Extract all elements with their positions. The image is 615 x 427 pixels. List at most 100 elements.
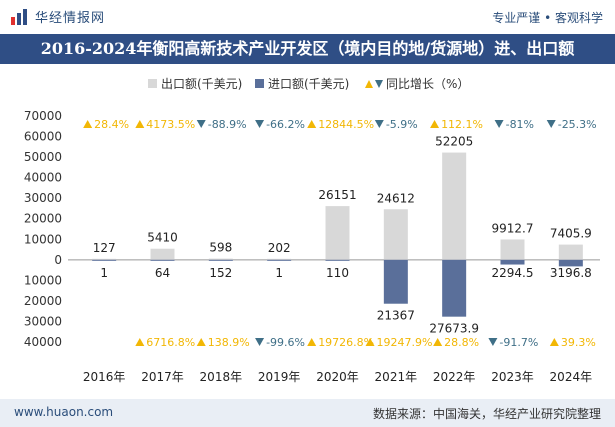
growth-value: -99.6% bbox=[266, 336, 305, 349]
growth-value: 138.9% bbox=[208, 336, 250, 349]
growth-up-icon bbox=[307, 120, 317, 128]
growth-up-icon bbox=[135, 338, 145, 346]
import-bar bbox=[208, 259, 233, 261]
import-bar bbox=[325, 259, 350, 261]
export-value-label: 598 bbox=[209, 241, 232, 255]
legend-export-label: 出口额(千美元) bbox=[161, 77, 242, 91]
import-bar bbox=[442, 259, 467, 317]
x-tick-label: 2021年 bbox=[375, 370, 418, 384]
x-tick-label: 2022年 bbox=[433, 370, 476, 384]
import-growth-label: 19247.9% bbox=[365, 336, 432, 349]
top-bar: 华经情报网 专业严谨 • 客观科学 bbox=[0, 0, 615, 35]
y-tick-label: 20000 bbox=[24, 294, 62, 308]
chart-title: 2016-2024年衡阳高新技术产业开发区（境内目的地/货源地）进、出口额 bbox=[40, 39, 575, 58]
export-bar bbox=[558, 244, 583, 260]
export-bar bbox=[267, 258, 292, 260]
growth-up-icon bbox=[430, 120, 440, 128]
export-growth-label: 28.4% bbox=[83, 118, 129, 131]
growth-value: -25.3% bbox=[558, 118, 597, 131]
legend-growth-label: 同比增长（%） bbox=[386, 77, 469, 91]
growth-value: 28.4% bbox=[94, 118, 129, 131]
growth-up-icon bbox=[307, 338, 317, 346]
export-value-label: 52205 bbox=[435, 135, 473, 149]
export-bar bbox=[92, 258, 117, 260]
export-bar bbox=[150, 248, 175, 260]
growth-labels: 28.4% 4173.5% 6716.8% -88.9% 138.9% -66.2% -99… bbox=[83, 118, 597, 349]
import-bar bbox=[267, 259, 292, 261]
export-growth-label: -66.2% bbox=[255, 118, 305, 131]
y-tick-label: 10000 bbox=[24, 232, 62, 246]
import-growth-label: 6716.8% bbox=[135, 336, 195, 349]
growth-value: -91.7% bbox=[499, 336, 538, 349]
import-value-label: 1 bbox=[100, 266, 108, 280]
growth-value: -5.9% bbox=[386, 118, 418, 131]
import-value-label: 27673.9 bbox=[429, 322, 479, 336]
import-growth-label: 39.3% bbox=[549, 336, 596, 349]
x-tick-label: 2023年 bbox=[491, 370, 534, 384]
y-tick-label: 40000 bbox=[24, 171, 62, 185]
legend: 出口额(千美元) 进口额(千美元) 同比增长（%） bbox=[148, 77, 469, 91]
growth-up-icon bbox=[83, 120, 93, 128]
export-value-label: 127 bbox=[93, 241, 116, 255]
y-tick-label: 50000 bbox=[24, 150, 62, 164]
import-value-label: 1 bbox=[275, 266, 283, 280]
x-axis: 2016年 2017年 2018年 2019年 2020年 2021年 2022年 2023年… bbox=[83, 370, 592, 384]
export-value-label: 26151 bbox=[318, 188, 356, 202]
import-growth-label: -91.7% bbox=[488, 336, 538, 349]
export-growth-label: -5.9% bbox=[374, 118, 418, 131]
slogan: 专业严谨 • 客观科学 bbox=[492, 11, 603, 25]
legend-import-label: 进口额(千美元) bbox=[268, 77, 349, 91]
export-bar bbox=[383, 209, 408, 260]
x-tick-label: 2017年 bbox=[141, 370, 184, 384]
x-tick-label: 2020年 bbox=[316, 370, 359, 384]
import-value-label: 21367 bbox=[377, 309, 415, 323]
brand-name: 华经情报网 bbox=[35, 11, 106, 26]
export-value-label: 7405.9 bbox=[550, 227, 592, 241]
export-growth-label: 112.1% bbox=[430, 118, 483, 131]
bars bbox=[92, 152, 583, 317]
growth-down-icon bbox=[546, 120, 556, 128]
import-bar bbox=[383, 259, 408, 304]
export-growth-label: 12844.5% bbox=[307, 118, 374, 131]
export-growth-label: 4173.5% bbox=[135, 118, 195, 131]
growth-up-icon bbox=[196, 338, 206, 346]
import-bar bbox=[92, 259, 117, 261]
growth-down-icon bbox=[488, 338, 498, 346]
import-growth-label: 19726.8% bbox=[307, 336, 374, 349]
legend-up-triangle-icon bbox=[365, 80, 373, 88]
legend-import-swatch bbox=[255, 79, 264, 88]
growth-value: 28.8% bbox=[444, 336, 479, 349]
export-value-label: 202 bbox=[268, 241, 291, 255]
growth-value: 4173.5% bbox=[146, 118, 195, 131]
brand-logo-icon bbox=[11, 8, 27, 25]
growth-value: -81% bbox=[506, 118, 534, 131]
title-bar: 2016-2024年衡阳高新技术产业开发区（境内目的地/货源地）进、出口额 bbox=[0, 34, 615, 64]
brand[interactable]: 华经情报网 bbox=[10, 7, 105, 26]
y-tick-label: 30000 bbox=[24, 314, 62, 328]
export-bar bbox=[500, 239, 525, 260]
import-value-label: 152 bbox=[209, 266, 232, 280]
growth-down-icon bbox=[374, 120, 384, 128]
legend-down-triangle-icon bbox=[375, 80, 383, 88]
export-growth-label: -81% bbox=[494, 118, 534, 131]
x-tick-label: 2019年 bbox=[258, 370, 301, 384]
y-tick-label: 10000 bbox=[24, 273, 62, 287]
website-link[interactable]: www.huaon.com bbox=[14, 405, 114, 419]
import-growth-label: 138.9% bbox=[196, 336, 250, 349]
import-value-label: 3196.8 bbox=[550, 266, 592, 280]
growth-value: 6716.8% bbox=[146, 336, 195, 349]
growth-value: -66.2% bbox=[266, 118, 305, 131]
y-tick-label: 40000 bbox=[24, 335, 62, 349]
y-axis: 70000 60000 50000 40000 30000 20000 10000 0 1000… bbox=[24, 109, 600, 349]
export-bar bbox=[442, 152, 467, 260]
import-growth-label: 28.8% bbox=[433, 336, 479, 349]
import-value-label: 2294.5 bbox=[492, 266, 534, 280]
x-tick-label: 2016年 bbox=[83, 370, 126, 384]
growth-up-icon bbox=[365, 338, 375, 346]
growth-up-icon bbox=[135, 120, 145, 128]
growth-value: 112.1% bbox=[441, 118, 483, 131]
legend-export-swatch bbox=[148, 79, 157, 88]
growth-down-icon bbox=[255, 338, 265, 346]
y-tick-label: 70000 bbox=[24, 109, 62, 123]
y-tick-label: 0 bbox=[54, 253, 62, 267]
